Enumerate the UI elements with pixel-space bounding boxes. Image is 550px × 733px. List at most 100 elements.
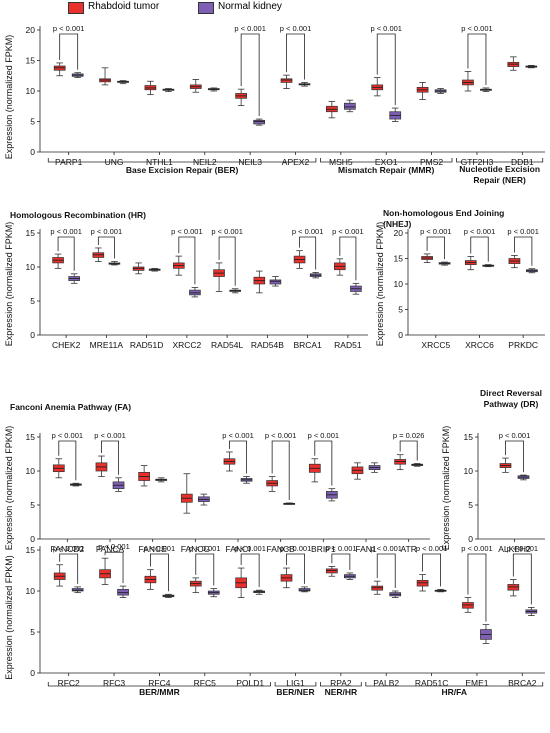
box-normal [344, 99, 356, 113]
significance-bracket [286, 33, 305, 80]
significance-bracket [101, 440, 119, 475]
group-bracket [274, 682, 317, 687]
p-value-label: p < 0.001 [370, 24, 402, 33]
box-normal [229, 288, 241, 294]
y-tick-label: 5 [468, 500, 473, 510]
box-normal [298, 82, 311, 87]
panel-2: Non-homologous End Joining(NHEJ) 0 5 10 15 20… [375, 208, 545, 350]
p-value-label: p = 0.026 [393, 431, 425, 440]
y-axis-label: Expression (normalized FPKM) [4, 555, 14, 680]
box-normal [438, 261, 451, 266]
group-label: Base Excision Repair (BER) [126, 165, 239, 175]
box-normal [434, 88, 447, 94]
significance-bracket [467, 33, 487, 85]
p-value-label: p < 0.001 [499, 431, 531, 440]
significance-bracket [59, 33, 79, 70]
box-normal [71, 72, 84, 78]
box-normal [389, 107, 402, 122]
y-tick-label: 0 [468, 534, 473, 544]
significance-bracket [299, 236, 317, 270]
y-tick-label: 10 [26, 262, 36, 272]
significance-bracket [376, 553, 396, 588]
p-value-label: p < 0.001 [91, 227, 123, 236]
x-tick-label: BRIP1 [311, 544, 336, 554]
y-tick-label: 5 [30, 500, 35, 510]
box-normal [350, 282, 362, 295]
p-value-label: p < 0.001 [189, 544, 221, 553]
x-tick-label: RAD51 [334, 340, 362, 350]
box-tumor [189, 79, 202, 93]
x-tick-label: RAD54L [211, 340, 243, 350]
significance-bracket [505, 440, 524, 473]
significance-bracket [426, 236, 445, 260]
box-tumor [462, 71, 474, 92]
p-value-label: p < 0.001 [325, 544, 357, 553]
p-value-label: p < 0.001 [98, 542, 130, 551]
p-value-label: p < 0.001 [211, 227, 243, 236]
p-value-label: p < 0.001 [234, 24, 266, 33]
box-tumor [99, 67, 111, 86]
significance-bracket [331, 553, 351, 570]
box-normal [482, 264, 495, 268]
box-tumor [235, 88, 247, 107]
panel-title: Direct Reversal [480, 388, 542, 398]
significance-bracket [229, 440, 247, 474]
p-value-label: p < 0.001 [461, 24, 493, 33]
x-tick-label: RPA2 [330, 678, 352, 688]
significance-bracket [467, 553, 487, 622]
significance-bracket [339, 236, 357, 281]
box-body [269, 279, 282, 285]
p-value-label: p < 0.001 [265, 431, 297, 440]
x-tick-label: MRE11A [90, 340, 124, 350]
p-value-label: p < 0.001 [308, 431, 340, 440]
y-axis-label: Expression (normalized FPKM) [441, 426, 451, 551]
significance-bracket [376, 33, 396, 106]
significance-bracket [514, 236, 533, 266]
x-tick-label: RFC4 [148, 678, 170, 688]
y-axis-label: Expression (normalized FPKM) [4, 35, 14, 160]
significance-bracket [150, 553, 169, 592]
box-normal [434, 588, 447, 593]
x-tick-label: PALB2 [373, 678, 399, 688]
box-normal [71, 586, 84, 594]
group-bracket [456, 158, 544, 163]
box-normal [207, 87, 220, 92]
x-tick-label: CHEK2 [52, 340, 81, 350]
significance-bracket [97, 236, 115, 259]
box-tumor [293, 250, 306, 269]
p-value-label: p < 0.001 [370, 544, 402, 553]
x-tick-label: BRCA2 [508, 678, 537, 688]
box-tumor [99, 557, 111, 585]
x-tick-label: RFC3 [103, 678, 125, 688]
y-tick-label: 20 [394, 228, 404, 238]
box-normal [368, 462, 381, 473]
significance-bracket [470, 236, 489, 262]
significance-bracket [240, 33, 260, 117]
significance-bracket [240, 553, 260, 588]
box-tumor [138, 465, 150, 487]
panel-3: Fanconi Anemia Pathway (FA) 0 5 10 15 Express… [4, 402, 430, 554]
x-tick-label: FANCE [138, 544, 167, 554]
y-axis-label: Expression (normalized FPKM) [4, 222, 14, 347]
box-normal [148, 267, 161, 272]
p-value-label: p < 0.001 [420, 227, 452, 236]
significance-bracket [286, 553, 305, 584]
p-value-label: p < 0.001 [280, 544, 312, 553]
box-tumor [308, 458, 321, 483]
box-tumor [464, 256, 477, 271]
box-tumor [416, 574, 429, 592]
panel-1: Homologous Recombination (HR) 0 5 10 15 Expre… [4, 210, 368, 350]
p-value-label: p < 0.001 [507, 227, 539, 236]
box-normal [389, 590, 402, 598]
y-tick-label: 15 [464, 432, 474, 442]
box-tumor [95, 455, 108, 477]
box-body [253, 119, 265, 125]
significance-bracket [314, 440, 333, 486]
y-tick-label: 15 [26, 56, 36, 66]
box-normal [240, 476, 253, 484]
y-tick-label: 10 [26, 86, 36, 96]
box-tumor [144, 80, 157, 96]
box-normal [207, 588, 220, 598]
